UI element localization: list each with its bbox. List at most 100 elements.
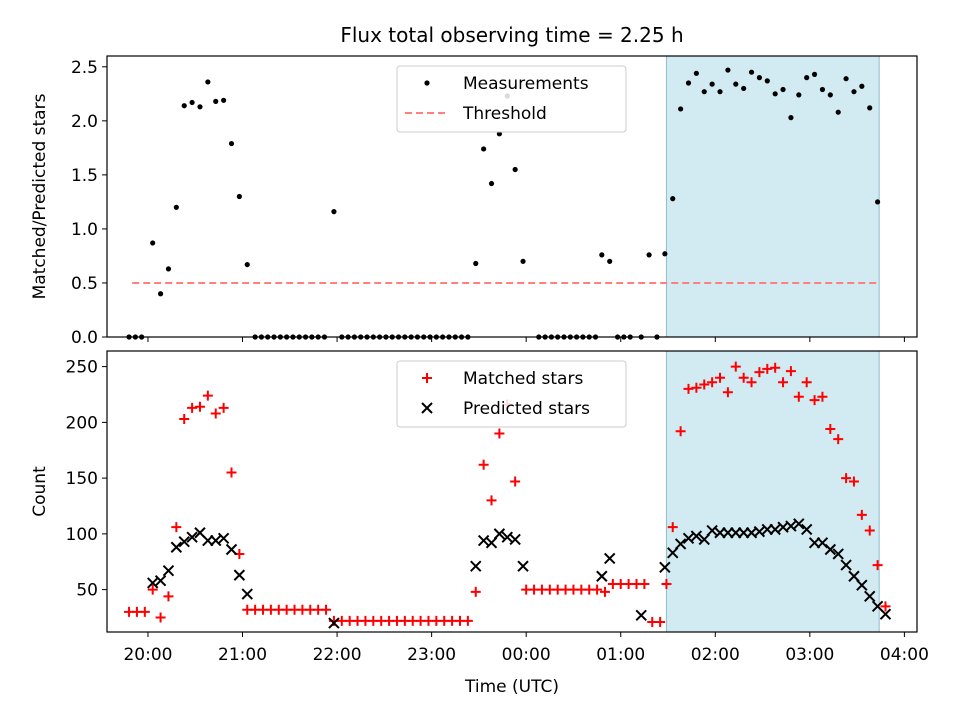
data-point — [832, 548, 844, 560]
y-tick-label: 200 — [66, 413, 98, 433]
data-point — [147, 584, 158, 595]
data-point — [178, 535, 190, 548]
data-point — [875, 199, 881, 205]
data-point — [509, 533, 521, 546]
data-point — [848, 476, 859, 487]
legend-label: Measurements — [463, 74, 589, 94]
data-point — [824, 543, 837, 556]
data-point — [756, 75, 763, 81]
data-point — [473, 260, 479, 267]
x-tick-label: 00:00 — [502, 645, 551, 665]
data-point — [510, 476, 521, 487]
data-point — [817, 391, 828, 402]
data-point — [746, 377, 757, 388]
data-point — [796, 92, 802, 98]
data-point — [827, 92, 833, 98]
data-point — [690, 530, 703, 542]
data-point — [202, 390, 213, 401]
data-point — [599, 586, 610, 597]
y-tick-label: 50 — [76, 581, 98, 601]
y-tick-label: 150 — [66, 469, 98, 489]
data-point — [770, 362, 781, 373]
data-point — [670, 196, 676, 202]
data-point — [848, 570, 860, 582]
data-point — [496, 131, 502, 137]
data-point — [785, 366, 796, 377]
data-point — [725, 67, 731, 73]
x-tick-label: 22:00 — [313, 645, 362, 665]
data-point — [762, 363, 773, 374]
data-point — [155, 612, 166, 623]
data-point — [733, 81, 739, 87]
data-point — [194, 401, 205, 412]
data-point — [181, 103, 187, 109]
data-point — [241, 588, 253, 600]
data-point — [675, 426, 686, 437]
legend-marker — [421, 402, 433, 414]
data-point — [701, 89, 707, 95]
data-point — [709, 81, 715, 87]
data-point — [150, 240, 156, 246]
data-point — [788, 115, 794, 121]
data-point — [210, 534, 222, 547]
data-point — [879, 608, 892, 620]
data-point — [682, 532, 695, 545]
data-point — [843, 76, 849, 82]
legend-label: Predicted stars — [463, 399, 590, 419]
legend-label: Matched stars — [463, 369, 583, 389]
chart-title: Flux total observing time = 2.25 h — [340, 23, 683, 47]
data-point — [715, 372, 726, 383]
data-point — [662, 251, 668, 257]
data-point — [778, 377, 789, 388]
x-tick-label: 21:00 — [218, 645, 267, 665]
data-point — [793, 518, 805, 530]
data-point — [210, 408, 221, 419]
data-point — [225, 543, 238, 556]
data-point — [331, 209, 337, 215]
data-point — [218, 402, 229, 413]
data-point — [481, 146, 487, 152]
x-tick-label: 23:00 — [407, 645, 456, 665]
data-point — [596, 570, 608, 582]
data-point — [659, 561, 671, 574]
legend-box — [396, 65, 627, 133]
x-tick-label: 20:00 — [123, 645, 172, 665]
data-point — [691, 382, 702, 393]
data-point — [667, 522, 678, 533]
highlight-band — [665, 350, 880, 633]
data-point — [840, 559, 852, 571]
data-point — [864, 525, 875, 536]
data-point — [189, 99, 195, 106]
data-point — [738, 372, 749, 383]
data-point — [685, 80, 692, 86]
data-point — [683, 383, 694, 394]
data-point — [328, 617, 340, 629]
data-point — [139, 606, 150, 617]
axes-frame — [106, 55, 918, 338]
highlight-band — [665, 55, 880, 338]
data-point — [233, 569, 246, 581]
y-tick-label: 2.5 — [71, 58, 98, 78]
y-axis-label: Count — [30, 466, 50, 517]
series-predicted-stars — [146, 518, 892, 629]
data-point — [769, 523, 781, 536]
data-point — [478, 459, 489, 470]
data-point — [674, 538, 687, 550]
data-point — [603, 552, 616, 565]
data-point — [785, 520, 797, 532]
data-point — [171, 522, 182, 533]
data-point — [753, 525, 766, 538]
data-point — [639, 579, 650, 590]
data-point — [780, 86, 786, 93]
y-tick-label: 0.0 — [71, 328, 98, 348]
data-point — [699, 379, 710, 390]
data-point — [187, 402, 198, 413]
data-point — [872, 560, 883, 571]
data-point — [486, 495, 497, 506]
data-point — [825, 424, 836, 435]
data-point — [170, 541, 183, 553]
data-point — [833, 434, 844, 445]
data-point — [730, 361, 741, 372]
data-point — [154, 574, 167, 587]
data-point — [772, 91, 778, 97]
